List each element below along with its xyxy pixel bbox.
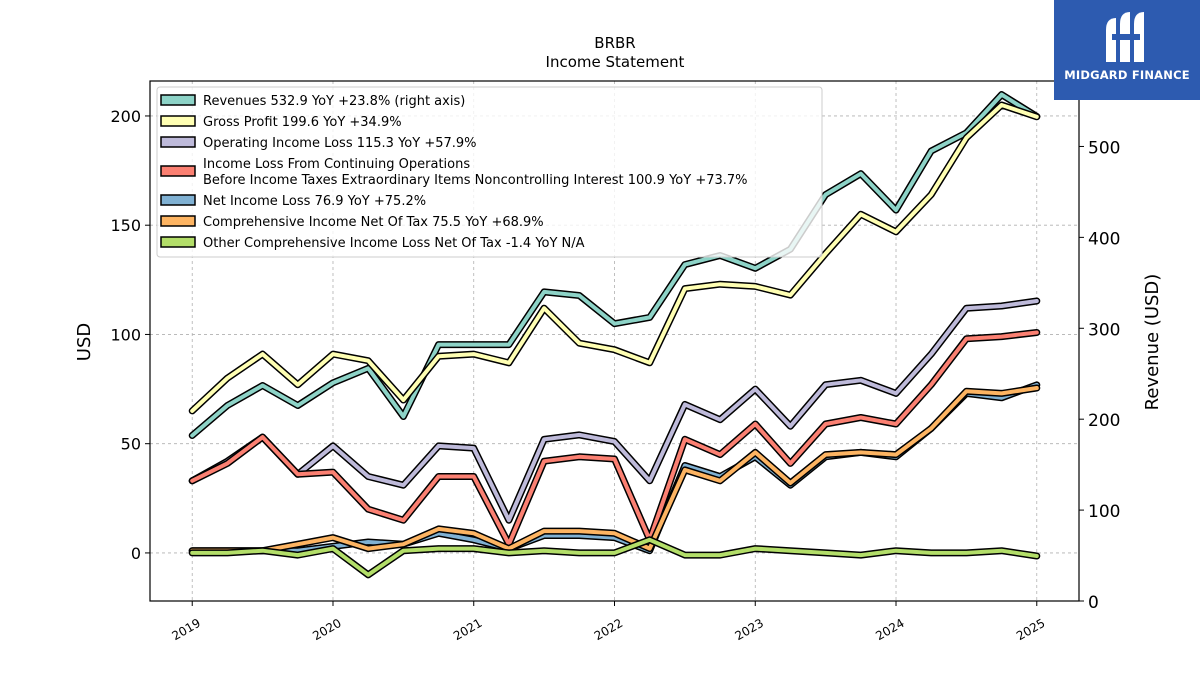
y-tick-label-right: 0 [1088, 593, 1099, 613]
y-tick-label-right: 400 [1088, 229, 1120, 249]
legend-swatch-2 [160, 136, 196, 148]
legend-entry-3: Income Loss From Continuing Operations Be… [203, 157, 748, 188]
chart-subtitle: Income Statement [546, 53, 685, 71]
y-axis-left-label: USD [74, 323, 95, 361]
series-line-0 [190, 92, 1039, 438]
legend: Revenues 532.9 YoY +23.8% (right axis) Gr… [156, 86, 823, 258]
brand-logo: MIDGARD FINANCE [1054, 0, 1200, 100]
x-tick-label: 2021 [451, 616, 484, 643]
y-axis-right-label: Revenue (USD) [1142, 274, 1163, 411]
y-tick-label-left: 150 [110, 216, 141, 235]
legend-entry-1: Gross Profit 199.6 YoY +34.9% [203, 115, 402, 130]
series-line-5 [190, 386, 1039, 553]
x-tick-label: 2022 [592, 616, 625, 643]
y-tick-label-left: 0 [131, 544, 141, 563]
x-tick-label: 2025 [1014, 616, 1047, 643]
y-tick-label-right: 200 [1088, 411, 1120, 431]
legend-swatch-4 [160, 194, 196, 206]
legend-swatch-6 [160, 236, 196, 248]
legend-entry-4: Net Income Loss 76.9 YoY +75.2% [203, 194, 426, 209]
y-tick-label-right: 300 [1088, 320, 1120, 340]
legend-swatch-3 [160, 165, 196, 177]
chart-title: BRBR [594, 34, 635, 52]
legend-entry-0: Revenues 532.9 YoY +23.8% (right axis) [203, 94, 465, 109]
y-tick-label-left: 100 [110, 325, 141, 344]
legend-entry-6: Other Comprehensive Income Loss Net Of T… [203, 236, 585, 251]
y-tick-label-left: 200 [110, 107, 141, 126]
series-line-1 [190, 103, 1039, 413]
y-tick-label-right: 500 [1088, 138, 1120, 158]
x-tick-label: 2020 [310, 616, 343, 643]
y-tick-label-left: 50 [121, 435, 141, 454]
series-line-6 [190, 537, 1039, 577]
legend-entry-5: Comprehensive Income Net Of Tax 75.5 YoY… [203, 215, 544, 230]
midgard-logo-icon [1106, 12, 1144, 62]
legend-swatch-5 [160, 215, 196, 227]
legend-entry-2: Operating Income Loss 115.3 YoY +57.9% [203, 136, 477, 151]
x-tick-label: 2019 [170, 616, 203, 643]
series-layer [188, 91, 1041, 579]
series-line-3 [190, 330, 1039, 547]
legend-swatch-0 [160, 94, 196, 106]
series-line-2 [190, 299, 1039, 523]
x-tick-label: 2024 [873, 616, 906, 643]
x-tick-label: 2023 [733, 616, 766, 643]
legend-swatch-1 [160, 115, 196, 127]
y-tick-label-right: 100 [1088, 502, 1120, 522]
legend-box [156, 86, 823, 258]
brand-name: MIDGARD FINANCE [1064, 68, 1190, 82]
